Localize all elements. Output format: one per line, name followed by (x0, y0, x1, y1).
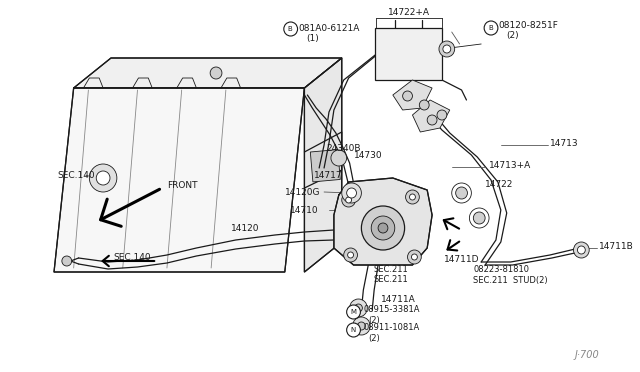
Circle shape (284, 22, 298, 36)
Text: SEC.211  STUD(2): SEC.211 STUD(2) (474, 276, 548, 285)
Circle shape (355, 304, 362, 312)
Circle shape (347, 188, 356, 198)
Polygon shape (412, 100, 450, 132)
Circle shape (344, 248, 358, 262)
Text: SEC.211: SEC.211 (373, 266, 408, 275)
Text: N: N (351, 327, 356, 333)
Circle shape (469, 208, 489, 228)
Circle shape (484, 21, 498, 35)
Polygon shape (74, 58, 342, 88)
Text: 14722+A: 14722+A (388, 7, 430, 16)
Circle shape (443, 45, 451, 53)
Circle shape (403, 91, 412, 101)
Circle shape (452, 183, 472, 203)
Circle shape (371, 216, 395, 240)
Circle shape (456, 187, 467, 199)
Circle shape (419, 100, 429, 110)
Circle shape (358, 322, 365, 330)
Text: 14713+A: 14713+A (489, 160, 531, 170)
Circle shape (427, 115, 437, 125)
Text: 08915-3381A: 08915-3381A (364, 305, 420, 314)
Bar (310, 150, 340, 182)
Text: 14120G: 14120G (285, 187, 320, 196)
Text: 08120-8251F: 08120-8251F (499, 20, 559, 29)
Circle shape (62, 256, 72, 266)
Circle shape (346, 197, 351, 203)
Text: B: B (488, 25, 493, 31)
Polygon shape (54, 88, 305, 272)
Circle shape (90, 164, 117, 192)
Text: SEC.140: SEC.140 (113, 253, 150, 263)
Text: FRONT: FRONT (167, 180, 198, 189)
Circle shape (408, 250, 421, 264)
Polygon shape (334, 178, 432, 265)
Text: 081A0-6121A: 081A0-6121A (298, 23, 360, 32)
Text: B: B (288, 26, 292, 32)
Polygon shape (305, 58, 342, 272)
Text: SEC.140: SEC.140 (57, 170, 95, 180)
Circle shape (210, 67, 222, 79)
Circle shape (331, 150, 347, 166)
Circle shape (342, 183, 362, 203)
Text: SEC.211: SEC.211 (373, 276, 408, 285)
Text: J·700: J·700 (574, 350, 599, 360)
Bar (375, 28, 442, 80)
Text: 14717: 14717 (314, 170, 343, 180)
Text: 14711D: 14711D (444, 256, 479, 264)
Circle shape (573, 242, 589, 258)
Circle shape (412, 254, 417, 260)
Circle shape (348, 252, 353, 258)
Text: 14710: 14710 (290, 205, 318, 215)
Circle shape (362, 206, 404, 250)
Circle shape (406, 190, 419, 204)
Text: 14713: 14713 (550, 138, 579, 148)
Text: (1): (1) (307, 33, 319, 42)
Text: 08223-81810: 08223-81810 (474, 266, 529, 275)
Circle shape (439, 41, 454, 57)
Circle shape (342, 193, 355, 207)
Circle shape (437, 110, 447, 120)
Text: (2): (2) (368, 334, 380, 343)
Text: M: M (351, 309, 356, 315)
Text: (2): (2) (368, 315, 380, 324)
Circle shape (474, 212, 485, 224)
Circle shape (347, 323, 360, 337)
Polygon shape (393, 80, 432, 110)
Circle shape (349, 299, 367, 317)
Text: (2): (2) (507, 31, 519, 39)
Circle shape (347, 305, 360, 319)
Circle shape (353, 317, 370, 335)
Text: 14120: 14120 (231, 224, 259, 232)
Circle shape (378, 223, 388, 233)
Circle shape (410, 194, 415, 200)
Circle shape (577, 246, 586, 254)
Text: 14711B: 14711B (599, 241, 634, 250)
Circle shape (96, 171, 110, 185)
Text: 14722: 14722 (485, 180, 513, 189)
Text: 14711A: 14711A (381, 295, 416, 305)
Text: 14730: 14730 (353, 151, 382, 160)
Text: 08911-1081A: 08911-1081A (364, 324, 420, 333)
Text: 24340B: 24340B (326, 144, 360, 153)
